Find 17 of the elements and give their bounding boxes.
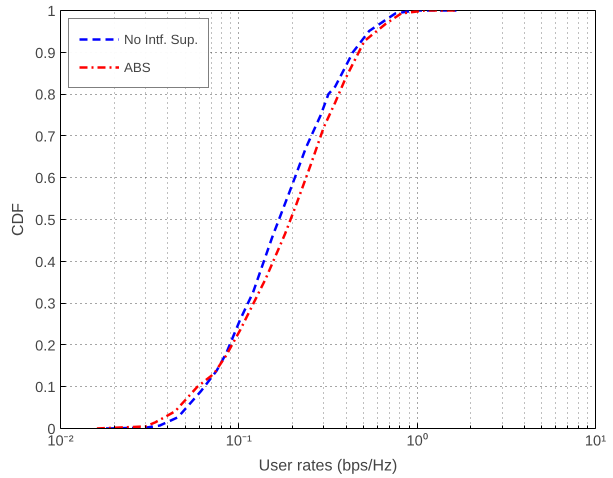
y-tick-label: 1 bbox=[47, 4, 56, 20]
y-tick-label: 0.7 bbox=[35, 129, 56, 146]
y-tick-label: 0.9 bbox=[35, 46, 56, 62]
y-axis-title: CDF bbox=[10, 202, 28, 236]
y-tick-label: 0.4 bbox=[35, 254, 56, 271]
legend-label: ABS bbox=[124, 60, 151, 74]
y-tick-label: 0.3 bbox=[35, 296, 56, 313]
y-tick-label: 0.8 bbox=[35, 88, 56, 104]
y-tick-label: 0.2 bbox=[35, 338, 56, 354]
y-tick-label: 0.1 bbox=[35, 380, 56, 396]
y-tick-label: 0.5 bbox=[35, 213, 56, 229]
x-tick-label: 10⁰ bbox=[406, 432, 428, 450]
x-tick-label: 10¹ bbox=[584, 434, 606, 450]
y-tick-label: 0.6 bbox=[35, 171, 56, 188]
x-axis-title: User rates (bps/Hz) bbox=[258, 458, 398, 474]
x-tick-label: 10⁻¹ bbox=[226, 434, 252, 450]
legend-label: No Intf. Sup. bbox=[124, 32, 198, 46]
